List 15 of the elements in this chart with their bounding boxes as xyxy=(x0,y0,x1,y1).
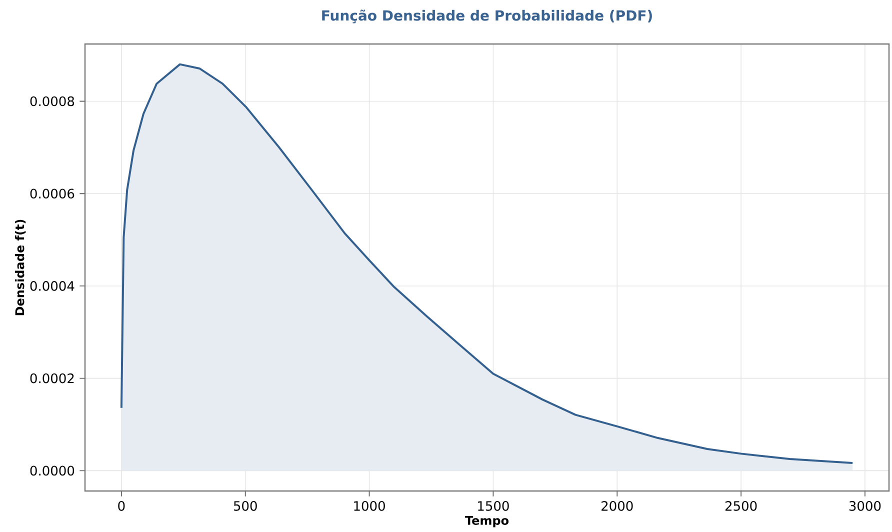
x-tick-label: 2500 xyxy=(725,501,757,511)
x-axis-title: Tempo xyxy=(465,516,509,528)
x-tick-label: 0 xyxy=(118,501,125,511)
y-tick-label: 0.0008 xyxy=(30,96,74,106)
x-tick-label: 3000 xyxy=(849,501,881,511)
y-tick-label: 0.0004 xyxy=(30,281,74,291)
chart-title: Função Densidade de Probabilidade (PDF) xyxy=(322,10,652,24)
x-tick-label: 1500 xyxy=(478,501,509,511)
x-tick-label: 2000 xyxy=(602,501,633,511)
y-tick-label: 0.0006 xyxy=(30,188,74,199)
y-axis-title: Densidade f(t) xyxy=(14,220,26,316)
x-tick-label: 500 xyxy=(234,501,257,511)
y-tick-label: 0.0002 xyxy=(30,373,74,384)
y-tick-label: 0.0000 xyxy=(30,466,74,476)
x-tick-label: 1000 xyxy=(354,501,385,511)
